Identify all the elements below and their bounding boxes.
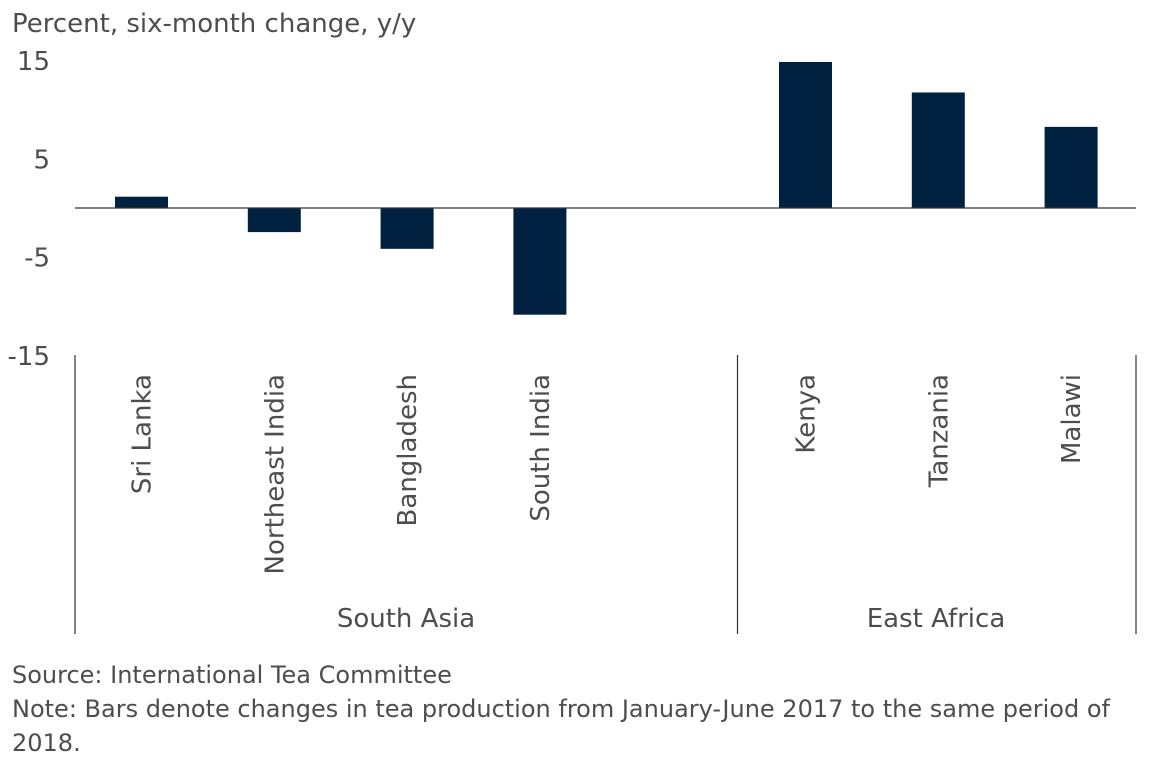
bar bbox=[779, 61, 832, 209]
category-labels: Sri Lanka Northeast India Bangladesh South … bbox=[128, 374, 1088, 574]
bar bbox=[911, 92, 965, 209]
category-label: Bangladesh bbox=[393, 374, 423, 526]
y-tick-label: 5 bbox=[33, 145, 50, 175]
category-label: Kenya bbox=[792, 374, 822, 454]
bar bbox=[513, 208, 567, 315]
y-axis-label: Percent, six-month change, y/y bbox=[12, 9, 416, 39]
source-note: Source: International Tea Committee bbox=[12, 661, 452, 689]
category-label: Sri Lanka bbox=[128, 374, 158, 494]
category-label: Tanzania bbox=[924, 374, 954, 488]
category-axis bbox=[74, 355, 1137, 634]
y-tick-label: -5 bbox=[24, 244, 50, 274]
bars bbox=[115, 61, 1098, 315]
category-label: Malawi bbox=[1057, 374, 1087, 464]
group-label: South Asia bbox=[337, 604, 475, 634]
y-tick-label: -15 bbox=[8, 342, 50, 372]
bar bbox=[247, 208, 301, 233]
group-labels: South Asia East Africa bbox=[337, 604, 1005, 634]
category-label: South India bbox=[526, 374, 556, 522]
bar bbox=[1044, 126, 1098, 209]
y-tick-labels: 15 5 -5 -15 bbox=[8, 47, 50, 372]
category-label: Northeast India bbox=[260, 374, 290, 574]
footnote: Note: Bars denote changes in tea product… bbox=[12, 695, 1110, 757]
y-tick-label: 15 bbox=[17, 47, 50, 77]
bar bbox=[115, 196, 168, 209]
group-label: East Africa bbox=[867, 604, 1006, 634]
bar bbox=[380, 208, 434, 249]
